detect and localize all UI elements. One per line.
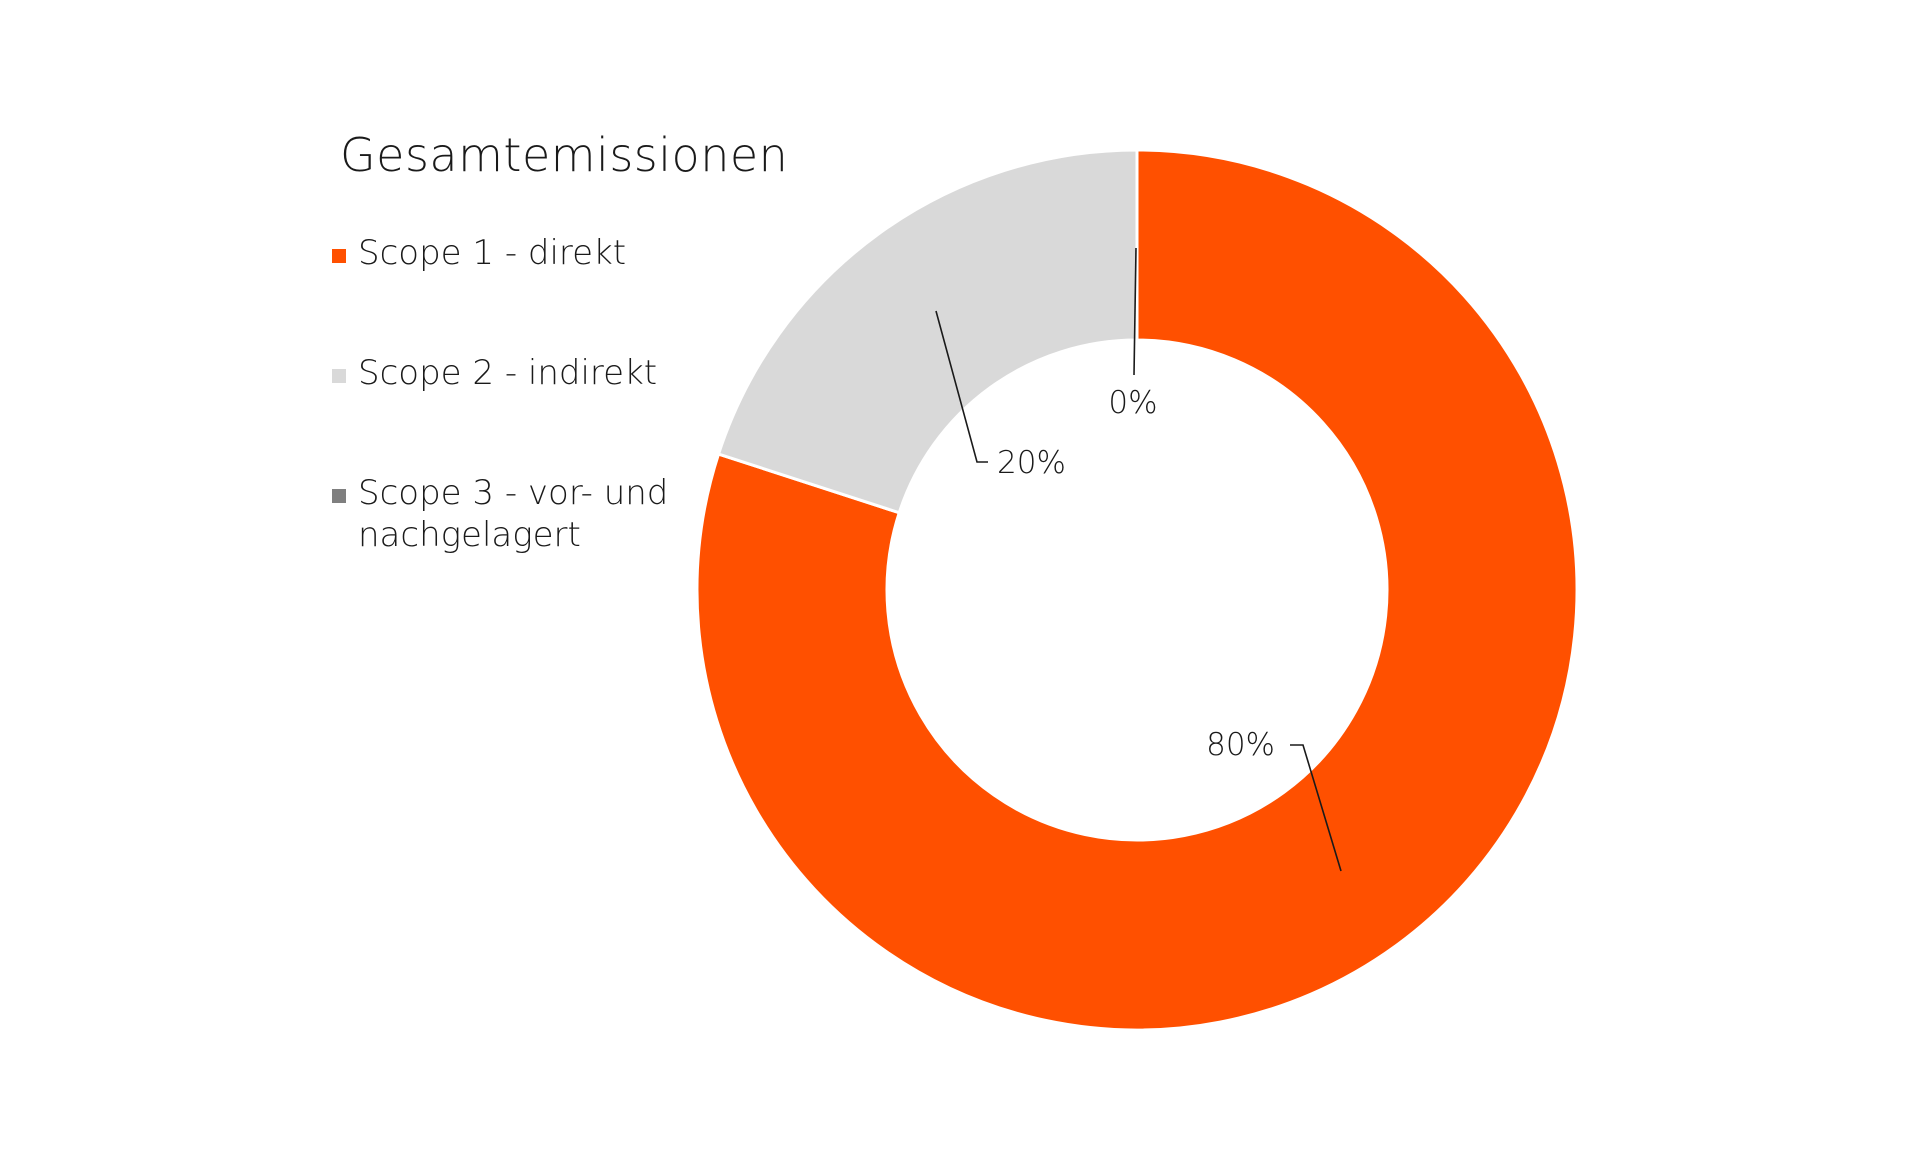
legend-label-scope-1: Scope 1 - direkt [358,233,627,273]
legend-item-scope-2: Scope 2 - indirekt [332,352,672,394]
legend-swatch-scope-2 [332,369,346,383]
chart-title: Gesamtemissionen [340,128,789,182]
data-label-scope-1: 80% [1206,727,1275,763]
leader-line-scope-3 [1133,247,1137,376]
donut-slice-scope-1 [695,148,1579,1032]
legend-item-scope-3: Scope 3 - vor- und nachgelagert [332,472,672,556]
legend-label-scope-2: Scope 2 - indirekt [358,353,658,393]
leader-line-scope-2 [935,310,988,463]
data-labels: 80% 20% 0% [997,385,1275,763]
leader-lines [935,247,1342,872]
legend-swatch-scope-3 [332,489,346,503]
leader-line-scope-1 [1290,744,1342,872]
data-label-scope-2: 20% [997,445,1066,481]
legend-swatch-scope-1 [332,249,346,263]
data-label-scope-3: 0% [1108,385,1157,421]
donut-slice-scope-2 [716,148,1139,515]
legend-label-scope-3: Scope 3 - vor- und nachgelagert [358,473,669,555]
legend: Scope 1 - direkt Scope 2 - indirekt Scop… [332,232,672,634]
legend-item-scope-1: Scope 1 - direkt [332,232,672,274]
donut-slices [695,148,1579,1032]
